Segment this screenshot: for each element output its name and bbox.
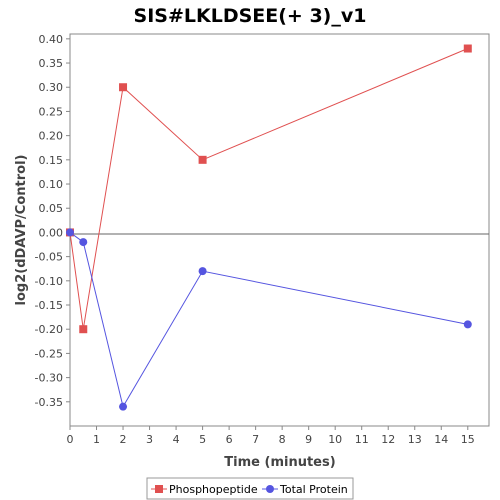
x-tick-label: 6 <box>226 433 233 446</box>
x-tick-label: 13 <box>408 433 422 446</box>
data-point-total-protein <box>79 238 88 247</box>
data-point-phosphopeptide <box>198 155 207 164</box>
legend-box <box>146 477 354 500</box>
y-tick-label: 0.25 <box>39 105 64 118</box>
data-point-total-protein <box>198 267 207 276</box>
y-tick-label: 0.00 <box>39 226 64 239</box>
x-tick-label: 1 <box>93 433 100 446</box>
y-tick-label: -0.25 <box>35 347 63 360</box>
x-tick-label: 14 <box>434 433 448 446</box>
x-tick-label: 8 <box>279 433 286 446</box>
data-point-phosphopeptide <box>463 44 472 53</box>
y-tick-label: -0.10 <box>35 275 63 288</box>
y-axis-label: log2(dDAVP/Control) <box>14 155 29 306</box>
data-point-total-protein <box>66 228 74 237</box>
series-total-protein <box>66 228 472 411</box>
x-tick-label: 7 <box>252 433 259 446</box>
y-tick-label: 0.20 <box>39 130 64 143</box>
x-tick-label: 11 <box>355 433 369 446</box>
x-axis-label: Time (minutes) <box>224 455 335 470</box>
x-tick-label: 12 <box>381 433 395 446</box>
legend-label-phosphopeptide: Phosphopeptide <box>169 483 258 496</box>
y-tick-label: 0.15 <box>39 154 64 167</box>
data-point-total-protein <box>119 402 128 411</box>
data-point-phosphopeptide <box>119 83 128 92</box>
y-tick-label: 0.40 <box>39 33 64 46</box>
y-tick-label: 0.35 <box>39 57 64 70</box>
y-tick-label: 0.10 <box>39 178 64 191</box>
data-point-phosphopeptide <box>79 325 88 334</box>
x-axis: 0 1 2 3 4 5 6 7 8 9 10 11 12 13 14 15 <box>67 426 475 446</box>
series-layer <box>66 44 472 411</box>
plot-area <box>69 33 490 427</box>
x-tick-label: 4 <box>173 433 180 446</box>
legend-label-total-protein: Total Protein <box>279 483 348 496</box>
x-tick-label: 5 <box>199 433 206 446</box>
legend-marker-total-protein <box>266 485 274 493</box>
x-tick-label: 9 <box>305 433 312 446</box>
y-tick-label: -0.20 <box>35 323 63 336</box>
legend-marker-phosphopeptide <box>155 485 163 493</box>
x-tick-label: 3 <box>146 433 153 446</box>
legend: Phosphopeptide Total Protein <box>146 477 354 500</box>
y-tick-label: -0.15 <box>35 299 63 312</box>
y-axis: 0.40 0.35 0.30 0.25 0.20 0.15 0.10 0.05 0.00 -0.0… <box>35 33 70 409</box>
y-tick-label: 0.30 <box>39 81 64 94</box>
x-tick-label: 0 <box>67 433 74 446</box>
x-tick-label: 2 <box>120 433 127 446</box>
y-tick-label: -0.30 <box>35 372 63 385</box>
x-tick-label: 15 <box>461 433 475 446</box>
x-tick-label: 10 <box>328 433 342 446</box>
y-tick-label: -0.35 <box>35 396 63 409</box>
y-tick-label: 0.05 <box>39 202 64 215</box>
y-tick-label: -0.05 <box>35 251 63 264</box>
chart-title: SIS#LKLDSEE(+ 3)_v1 <box>134 5 367 27</box>
data-point-total-protein <box>463 320 472 329</box>
